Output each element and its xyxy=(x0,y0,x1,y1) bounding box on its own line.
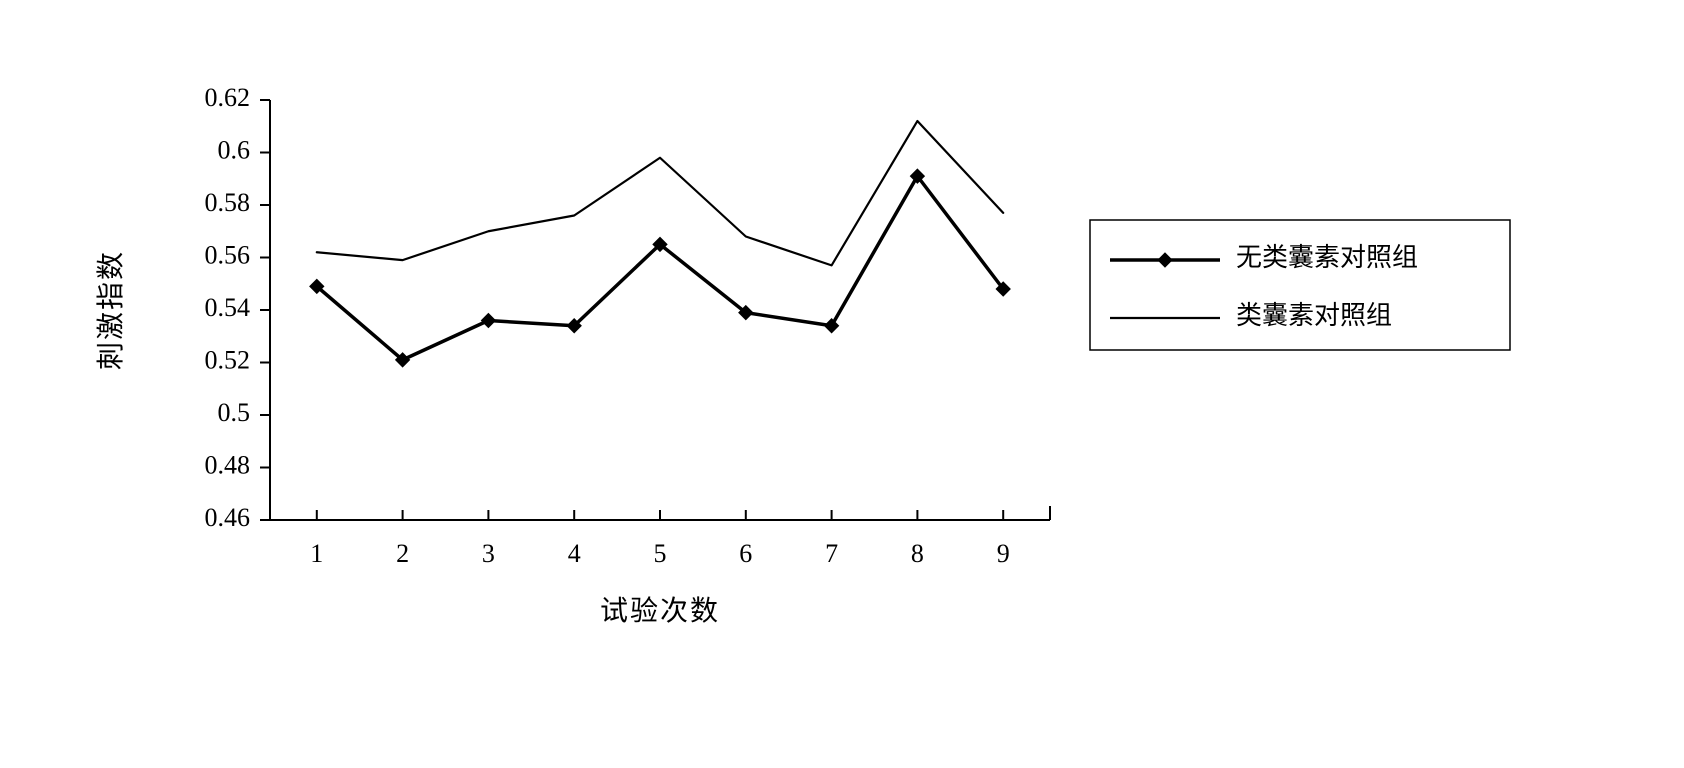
y-tick-label: 0.54 xyxy=(205,293,251,322)
x-tick-label: 1 xyxy=(310,539,323,568)
x-tick-label: 9 xyxy=(997,539,1010,568)
x-axis-label: 试验次数 xyxy=(600,595,720,627)
y-tick-label: 0.62 xyxy=(205,83,251,112)
x-tick-label: 4 xyxy=(568,539,581,568)
y-tick-label: 0.46 xyxy=(205,503,251,532)
x-tick-label: 7 xyxy=(825,539,838,568)
y-tick-label: 0.6 xyxy=(218,135,251,164)
x-tick-label: 6 xyxy=(739,539,752,568)
x-tick-label: 5 xyxy=(654,539,667,568)
y-tick-label: 0.58 xyxy=(205,188,251,217)
x-tick-label: 2 xyxy=(396,539,409,568)
y-tick-label: 0.5 xyxy=(218,398,251,427)
legend-label: 类囊素对照组 xyxy=(1236,301,1392,330)
y-tick-label: 0.52 xyxy=(205,345,251,374)
x-tick-label: 3 xyxy=(482,539,495,568)
y-tick-label: 0.56 xyxy=(205,240,251,269)
x-tick-label: 8 xyxy=(911,539,924,568)
y-axis-label: 刺激指数 xyxy=(95,250,127,370)
y-tick-label: 0.48 xyxy=(205,450,251,479)
legend-label: 无类囊素对照组 xyxy=(1236,243,1418,272)
line-chart: 0.46 0.48 0.5 0.52 0.54 0.56 0.58 0.6 0.62 1 2 3 4 5 6… xyxy=(60,60,1620,700)
